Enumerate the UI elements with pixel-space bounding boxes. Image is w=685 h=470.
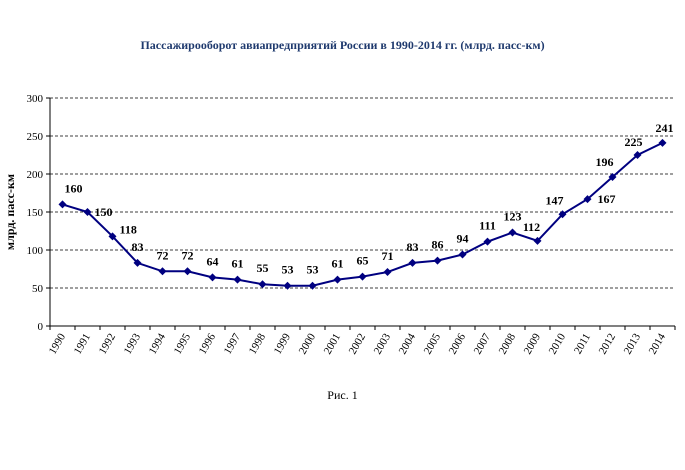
data-label: 71 <box>382 249 394 263</box>
data-point <box>308 281 317 290</box>
x-tick-label: 1999 <box>272 331 294 356</box>
data-point <box>458 250 467 259</box>
data-point <box>58 200 67 209</box>
data-label: 118 <box>120 222 137 236</box>
data-point <box>358 272 367 281</box>
axes <box>46 97 676 330</box>
x-tick-label: 1990 <box>47 331 69 356</box>
data-label: 61 <box>232 257 244 271</box>
data-point <box>283 281 292 290</box>
x-tick-label: 1997 <box>222 331 244 356</box>
y-tick-label: 300 <box>27 93 44 105</box>
data-label: 94 <box>457 232 469 246</box>
x-tick-label: 2003 <box>372 331 394 356</box>
data-point <box>158 267 167 276</box>
y-tick-label: 150 <box>27 207 44 219</box>
x-tick-label: 2009 <box>522 331 544 356</box>
x-tick-label: 2010 <box>547 331 569 356</box>
data-label: 53 <box>307 263 319 277</box>
data-point <box>608 173 617 182</box>
data-point <box>583 195 592 204</box>
y-axis-label: млрд. пасс-км <box>3 174 17 250</box>
grid-lines <box>50 97 675 289</box>
x-tick-label: 2014 <box>647 331 669 356</box>
x-tick-label: 1993 <box>122 331 144 356</box>
x-tick-label: 1994 <box>147 331 169 356</box>
data-label: 111 <box>479 219 496 233</box>
data-label: 55 <box>257 261 269 275</box>
x-tick-labels: 1990 1991 1992 1993 1994 1995 1996 1997 1998 1999… <box>47 331 669 356</box>
data-label: 196 <box>596 155 614 169</box>
x-tick-label: 2006 <box>447 331 469 356</box>
data-point <box>208 273 217 282</box>
x-tick-label: 2008 <box>497 331 519 356</box>
data-point <box>508 228 517 237</box>
data-point <box>433 256 442 265</box>
data-labels: 160 150 118 83 72 72 64 61 55 53 53 61 65 71 83 86 94 111… <box>65 121 674 277</box>
y-tick-label: 250 <box>27 131 44 143</box>
y-tick-label: 0 <box>38 321 44 333</box>
data-label: 61 <box>332 257 344 271</box>
data-point <box>533 236 542 245</box>
x-tick-label: 1996 <box>197 331 219 356</box>
data-label: 83 <box>132 240 144 254</box>
data-label: 150 <box>95 205 113 219</box>
data-label: 83 <box>407 240 419 254</box>
x-tick-label: 2005 <box>422 331 444 356</box>
x-tick-label: 1998 <box>247 331 269 356</box>
x-tick-label: 2004 <box>397 331 419 356</box>
data-point <box>408 258 417 267</box>
x-tick-label: 2002 <box>347 332 368 357</box>
data-point <box>258 280 267 289</box>
x-tick-label: 2000 <box>297 331 319 356</box>
x-tick-label: 2013 <box>622 331 644 356</box>
data-point <box>633 151 642 159</box>
figure-caption: Рис. 1 <box>327 388 358 402</box>
x-tick-label: 1991 <box>72 332 93 357</box>
data-point <box>233 275 242 284</box>
data-label: 160 <box>65 181 83 195</box>
y-tick-labels: 0 50 100 150 200 250 300 <box>27 93 44 333</box>
data-label: 147 <box>546 193 564 207</box>
data-point <box>483 237 492 246</box>
data-point <box>558 210 567 219</box>
data-label: 72 <box>157 248 169 262</box>
data-label: 86 <box>432 238 444 252</box>
x-tick-label: 1995 <box>172 331 194 356</box>
data-label: 123 <box>504 210 522 224</box>
data-point <box>658 138 667 147</box>
data-label: 225 <box>625 135 643 149</box>
data-label: 167 <box>598 192 616 206</box>
data-label: 241 <box>656 121 674 135</box>
x-tick-label: 2007 <box>472 331 494 356</box>
x-tick-label: 1992 <box>97 332 118 357</box>
x-tick-label: 2011 <box>572 332 593 357</box>
data-label: 64 <box>207 254 219 268</box>
data-point <box>108 232 117 241</box>
data-label: 112 <box>523 220 540 234</box>
data-point <box>383 268 392 277</box>
x-tick-label: 2001 <box>322 332 343 357</box>
y-tick-label: 200 <box>27 169 44 181</box>
y-tick-label: 100 <box>27 245 44 257</box>
data-label: 72 <box>182 248 194 262</box>
data-label: 53 <box>282 263 294 277</box>
data-point <box>83 208 92 216</box>
x-tick-label: 2012 <box>597 332 618 357</box>
data-point <box>183 267 192 276</box>
data-point <box>133 258 142 267</box>
data-label: 65 <box>357 254 369 268</box>
y-tick-label: 50 <box>32 283 44 295</box>
series-markers <box>58 138 667 290</box>
chart-title: Пассажирооборот авиапредприятий России в… <box>140 38 545 52</box>
data-point <box>333 275 342 284</box>
